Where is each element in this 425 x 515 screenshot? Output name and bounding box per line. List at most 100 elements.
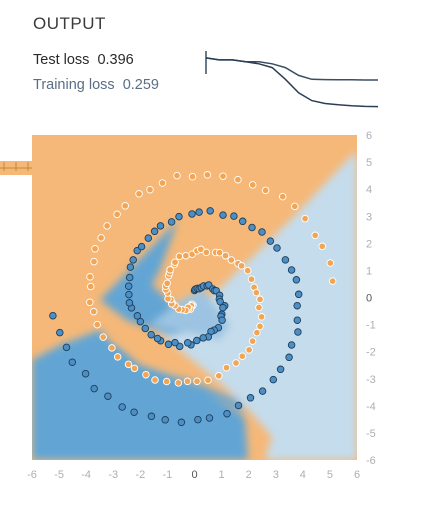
point-positive <box>124 282 133 290</box>
data-points <box>49 171 337 427</box>
point-negative <box>182 251 190 260</box>
point-negative <box>86 298 94 307</box>
point-positive <box>129 256 137 264</box>
point-negative <box>93 320 101 329</box>
point-positive <box>216 297 224 306</box>
point-negative <box>248 181 257 189</box>
point-negative <box>252 288 261 297</box>
training-loss-value: 0.259 <box>122 77 159 93</box>
point-negative <box>166 266 174 274</box>
point-negative <box>197 245 205 254</box>
point-negative <box>257 313 266 321</box>
point-positive <box>147 412 156 421</box>
x-tick-label: 5 <box>327 469 333 481</box>
point-negative <box>183 377 192 386</box>
point-negative <box>142 370 150 379</box>
point-negative <box>89 307 98 316</box>
point-positive <box>194 415 202 424</box>
point-negative <box>215 372 223 380</box>
y-tick-label: 1 <box>366 265 372 277</box>
left-marker <box>0 161 32 175</box>
x-tick-label: 0 <box>191 469 197 481</box>
y-axis-ticks: 6 5 4 3 2 1 0 -1 -2 -3 -4 -5 -6 <box>366 130 376 467</box>
point-negative <box>248 337 257 345</box>
point-negative <box>202 248 211 257</box>
point-positive <box>90 384 98 393</box>
point-negative <box>247 275 256 283</box>
test-loss: Test loss 0.396 <box>33 52 134 68</box>
point-positive <box>164 340 173 349</box>
point-positive <box>273 244 281 252</box>
point-negative <box>175 252 184 261</box>
loss-chart <box>205 51 379 108</box>
point-positive <box>195 208 203 216</box>
point-positive <box>118 403 126 411</box>
point-positive <box>156 222 165 230</box>
point-negative <box>135 190 143 198</box>
point-positive <box>223 409 231 418</box>
point-positive <box>130 408 138 416</box>
point-negative <box>108 344 116 352</box>
y-tick-label: 5 <box>366 157 372 169</box>
y-tick-label: -5 <box>366 428 376 440</box>
point-positive <box>126 263 135 271</box>
point-negative <box>301 214 309 223</box>
point-positive <box>144 234 153 242</box>
x-axis-ticks: -6 -5 -4 -3 -2 -1 0 1 2 3 4 5 6 <box>27 469 360 481</box>
y-tick-label: 6 <box>366 130 372 142</box>
point-negative <box>255 303 263 312</box>
point-positive <box>269 375 278 384</box>
point-negative <box>256 295 264 304</box>
point-negative <box>221 251 230 260</box>
x-tick-label: 2 <box>246 469 252 481</box>
point-negative <box>203 171 212 179</box>
point-positive <box>206 207 214 215</box>
region-positive-wedge <box>100 220 200 335</box>
point-positive <box>292 276 301 284</box>
x-tick-label: 4 <box>300 469 306 481</box>
point-positive <box>219 303 227 312</box>
output-heading: OUTPUT <box>33 14 106 33</box>
point-negative <box>256 322 264 331</box>
point-positive <box>125 290 133 299</box>
point-positive <box>167 218 176 226</box>
point-negative <box>103 222 111 230</box>
point-positive <box>171 338 179 347</box>
point-negative <box>86 282 95 291</box>
point-positive <box>183 339 192 347</box>
x-tick-label: 1 <box>219 469 225 481</box>
point-negative <box>174 379 183 387</box>
point-negative <box>253 328 261 337</box>
point-positive <box>150 227 159 236</box>
point-negative <box>97 234 105 242</box>
point-negative <box>90 257 98 266</box>
test-loss-line <box>205 57 378 81</box>
x-tick-label: -2 <box>135 469 145 481</box>
point-negative <box>113 353 122 361</box>
point-positive <box>248 223 256 232</box>
point-positive <box>81 369 90 378</box>
point-negative <box>318 242 326 251</box>
y-tick-label: -4 <box>366 401 376 413</box>
test-loss-value: 0.396 <box>97 52 134 68</box>
y-tick-label: -2 <box>366 347 376 359</box>
training-loss-label: Training loss <box>33 77 115 93</box>
training-loss-line <box>205 57 379 108</box>
x-tick-label: -5 <box>54 469 64 481</box>
point-negative <box>188 172 197 181</box>
y-tick-label: 0 <box>366 293 372 305</box>
x-tick-label: 6 <box>354 469 360 481</box>
point-positive <box>258 228 266 236</box>
point-negative <box>278 192 287 201</box>
point-negative <box>130 364 139 373</box>
point-negative <box>171 258 179 266</box>
point-negative <box>173 171 181 180</box>
y-tick-label: 3 <box>366 211 372 223</box>
point-positive <box>205 414 214 422</box>
x-tick-label: -4 <box>81 469 91 481</box>
point-positive <box>218 316 226 324</box>
point-negative <box>113 210 121 219</box>
point-negative <box>215 248 224 257</box>
point-positive <box>141 324 150 333</box>
point-negative <box>326 259 335 267</box>
